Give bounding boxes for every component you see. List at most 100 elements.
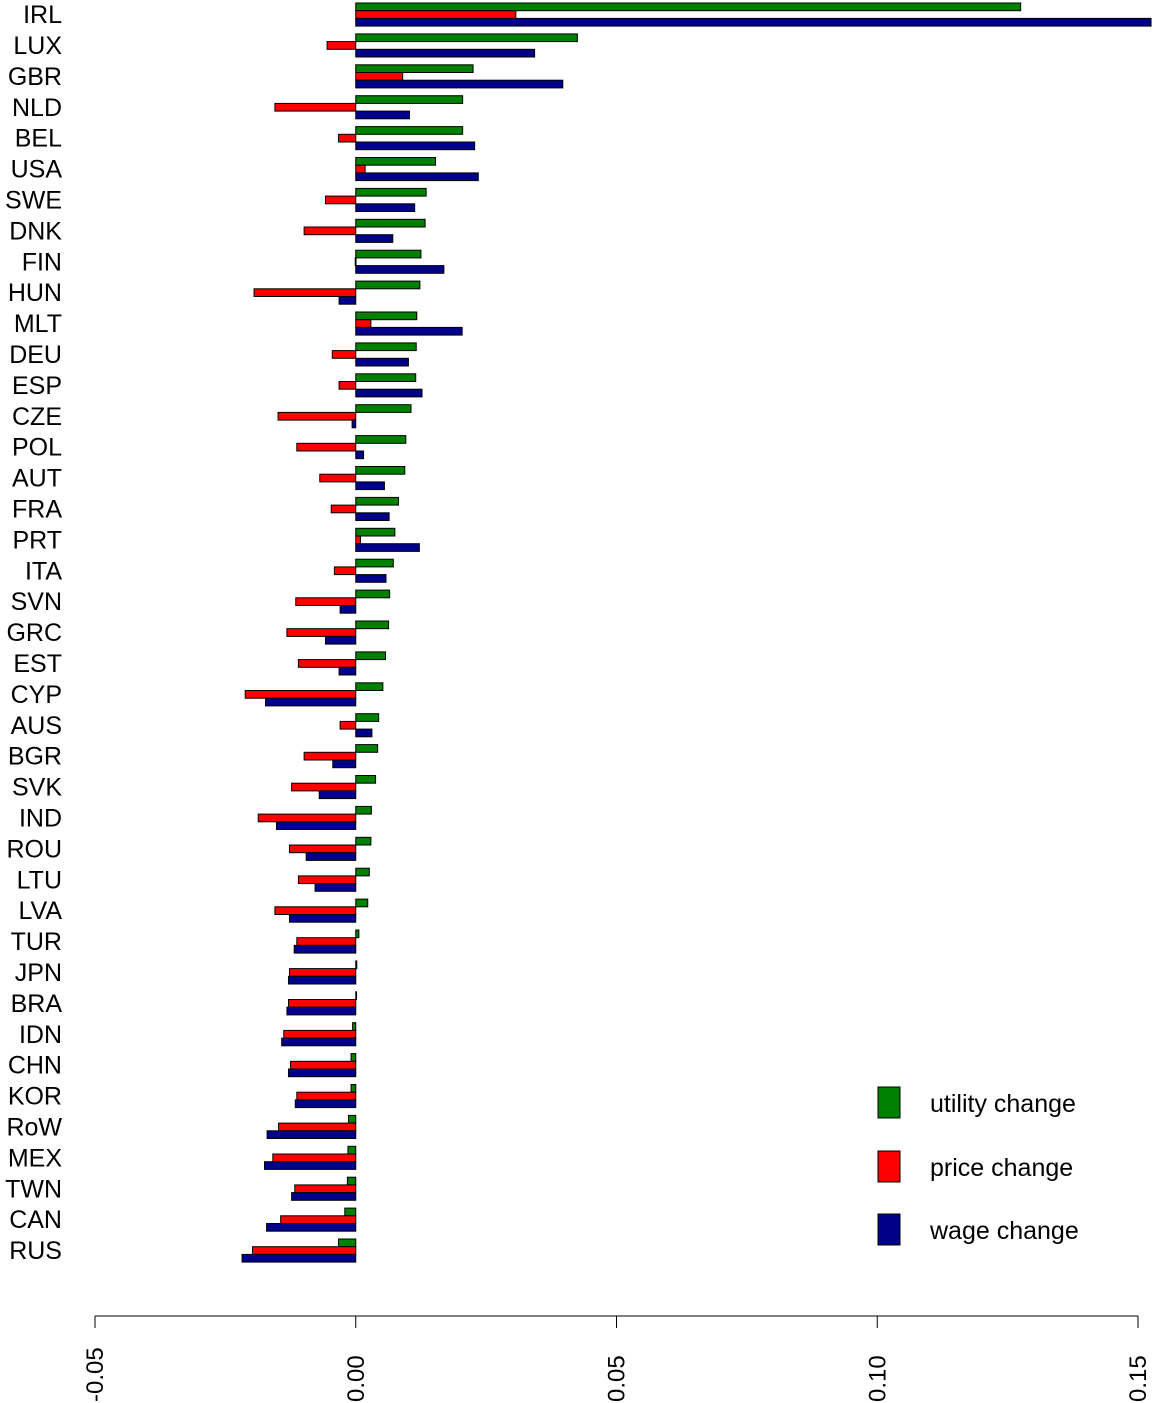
bar-rus-utility-change (338, 1238, 357, 1248)
bar-mlt-price-change (355, 319, 372, 328)
bar-irl-wage-change (355, 17, 1152, 27)
bar-kor-utility-change (350, 1084, 357, 1093)
bar-usa-utility-change (355, 157, 437, 166)
x-tick-label: 0.05 (604, 1355, 631, 1402)
x-tick-label: 0.10 (864, 1355, 891, 1402)
category-label: PRT (12, 526, 62, 554)
bar-lva-price-change (274, 906, 357, 915)
bar-bra-price-change (287, 999, 357, 1008)
bar-bra-wage-change (286, 1006, 357, 1016)
bar-svn-price-change (295, 597, 357, 606)
bar-row-wage-change (266, 1130, 357, 1140)
bar-ltu-utility-change (355, 867, 370, 877)
bar-svn-wage-change (339, 605, 357, 614)
x-tick-label: 0.15 (1125, 1355, 1152, 1402)
legend-label-price-change: price change (930, 1154, 1073, 1182)
legend-swatch-utility-change (877, 1086, 901, 1119)
bar-dnk-wage-change (355, 234, 394, 243)
bar-lux-price-change (326, 41, 357, 50)
category-label: CYP (11, 681, 62, 709)
category-label: CAN (9, 1206, 62, 1234)
bar-rou-utility-change (355, 836, 372, 846)
category-label: BRA (11, 990, 63, 1018)
bar-lux-wage-change (355, 48, 536, 58)
bar-can-price-change (280, 1215, 357, 1225)
bar-row-price-change (278, 1122, 357, 1132)
legend-label-wage-change: wage change (929, 1217, 1079, 1245)
category-label: CZE (12, 403, 62, 431)
category-label: BGR (8, 743, 62, 771)
bar-bra-utility-change (355, 991, 358, 1000)
bar-cze-utility-change (355, 404, 412, 413)
bar-bel-utility-change (355, 126, 464, 135)
bar-fra-utility-change (355, 496, 400, 506)
bar-cze-price-change (277, 411, 357, 421)
bar-est-utility-change (355, 651, 386, 661)
bar-est-price-change (297, 659, 357, 668)
x-tick-label: 0.00 (343, 1355, 370, 1402)
bar-pol-price-change (296, 442, 357, 452)
bar-jpn-price-change (289, 968, 357, 977)
bar-dnk-price-change (303, 226, 357, 236)
bar-mex-utility-change (347, 1145, 357, 1155)
bar-cyp-price-change (244, 690, 357, 699)
category-label: GRC (6, 619, 62, 647)
bar-fin-wage-change (355, 265, 445, 274)
bar-twn-wage-change (291, 1192, 357, 1201)
bar-idn-wage-change (281, 1037, 357, 1047)
category-label: SVK (12, 774, 62, 802)
bar-twn-price-change (294, 1184, 357, 1194)
bar-nld-price-change (274, 102, 357, 112)
bar-gbr-wage-change (355, 79, 564, 89)
bar-pol-wage-change (355, 450, 365, 460)
bar-gbr-price-change (355, 72, 404, 81)
bar-deu-price-change (331, 350, 357, 359)
bar-cyp-utility-change (355, 682, 384, 691)
bar-idn-price-change (283, 1029, 357, 1039)
category-label: GBR (8, 63, 62, 91)
bar-bgr-wage-change (332, 759, 357, 769)
category-label: FIN (22, 248, 62, 276)
category-label: USA (11, 156, 63, 184)
bar-mex-wage-change (263, 1161, 357, 1170)
bar-svk-wage-change (318, 790, 357, 800)
bar-rus-price-change (251, 1246, 357, 1255)
legend: utility change price change wage change (877, 1086, 1079, 1246)
bar-dnk-utility-change (355, 218, 426, 228)
bar-aus-price-change (339, 720, 357, 730)
bar-nld-utility-change (355, 95, 464, 104)
bar-svn-utility-change (355, 589, 391, 599)
bar-ita-wage-change (355, 574, 387, 583)
bar-hun-price-change (253, 288, 357, 297)
category-label: DEU (9, 341, 62, 369)
category-label: MEX (8, 1144, 63, 1172)
category-label: LUX (13, 32, 62, 60)
category-label: BEL (15, 125, 62, 153)
category-label: SWE (5, 186, 62, 214)
bar-grc-price-change (286, 628, 357, 637)
bar-gbr-utility-change (355, 64, 474, 74)
bar-prt-price-change (355, 535, 361, 545)
bar-fin-utility-change (355, 249, 422, 259)
category-label: AUS (11, 712, 62, 740)
bar-deu-utility-change (355, 342, 417, 352)
category-label: IRL (23, 1, 62, 29)
category-label: DNK (9, 217, 62, 245)
legend-swatch-wage-change (877, 1213, 901, 1246)
bar-bel-wage-change (355, 141, 476, 151)
bar-pol-utility-change (355, 435, 407, 444)
bar-swe-price-change (325, 195, 357, 205)
bar-mlt-utility-change (355, 311, 418, 321)
bar-prt-wage-change (355, 543, 420, 552)
bar-aut-wage-change (355, 481, 385, 491)
bar-usa-wage-change (355, 172, 479, 182)
bar-aut-utility-change (355, 466, 406, 475)
bar-rus-wage-change (241, 1253, 357, 1263)
category-label: RUS (9, 1237, 62, 1265)
category-label: MLT (14, 310, 62, 338)
bar-ind-price-change (257, 813, 357, 823)
bar-prt-utility-change (355, 527, 396, 537)
category-label: IDN (19, 1021, 62, 1049)
bar-swe-wage-change (355, 203, 416, 213)
